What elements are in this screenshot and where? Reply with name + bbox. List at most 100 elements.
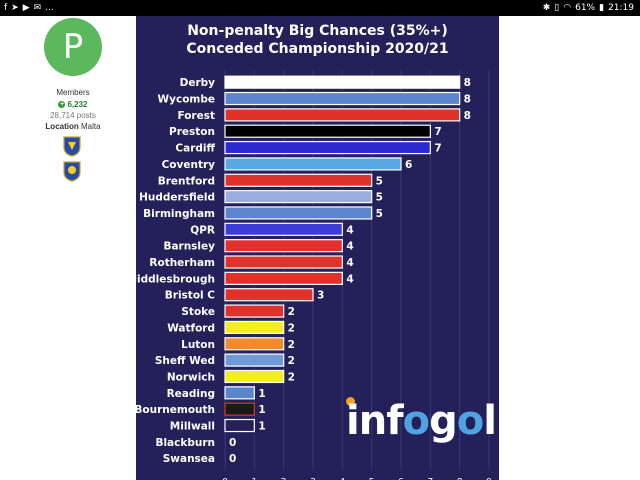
reputation: +6,232 [30, 100, 116, 109]
category-label: QPR [190, 224, 215, 236]
chart-title: Non-penalty Big Chances (35%+) Conceded … [136, 22, 499, 58]
tick-label: 4 [339, 477, 345, 480]
value-label: 5 [376, 192, 383, 204]
telegram-icon: ➤ [11, 3, 19, 13]
value-label: 1 [258, 404, 265, 416]
bar [224, 337, 285, 351]
mail-icon: ✉ [33, 3, 42, 13]
facebook-icon: f [4, 3, 8, 13]
bar [224, 91, 461, 106]
bar [224, 222, 343, 236]
author-profile: P Members +6,232 28,714 posts Location M… [30, 16, 120, 182]
reputation-plus-icon: + [58, 101, 66, 109]
tick-label: 2 [281, 477, 287, 480]
value-label: 2 [288, 339, 295, 351]
bar [224, 157, 402, 171]
category-label: Cardiff [175, 143, 215, 155]
wifi-icon: ◠ [563, 3, 572, 13]
value-label: 4 [346, 224, 353, 236]
club-crest-icon [63, 161, 81, 182]
category-label: Brentford [158, 175, 215, 187]
category-label: Bristol C [165, 290, 216, 302]
value-label: 4 [346, 257, 353, 269]
clock: 21:19 [608, 3, 634, 13]
bar [224, 255, 343, 269]
bar [224, 124, 431, 138]
bar [224, 190, 373, 204]
bar [224, 418, 255, 433]
location-label: Location [45, 122, 79, 131]
value-label: 2 [288, 355, 295, 367]
bar [224, 206, 373, 220]
value-label: 2 [288, 371, 295, 383]
category-label: Blackburn [155, 437, 215, 449]
bar [224, 75, 461, 89]
category-label: Watford [167, 322, 215, 334]
bar-chart: Derby 8 Wycombe 8 Forest 8 Preston 7 Cardiff 7 Cov… [136, 70, 492, 480]
bar [224, 288, 314, 302]
bluetooth-icon: ✱ [542, 3, 551, 13]
category-label: Preston [169, 126, 215, 138]
page-background [499, 16, 640, 480]
post-count[interactable]: 28,714 posts [50, 111, 96, 120]
bar [224, 369, 285, 384]
category-label: Luton [181, 339, 215, 351]
tick-label: 3 [310, 477, 316, 480]
tick-label: 1 [251, 477, 257, 480]
infographic-image: Non-penalty Big Chances (35%+) Conceded … [136, 16, 499, 480]
vibrate-icon: ▯ [554, 3, 560, 13]
value-label: 4 [346, 273, 353, 285]
category-label: Rotherham [149, 257, 215, 269]
bar [224, 304, 285, 318]
value-label: 2 [288, 322, 295, 334]
value-label: 0 [229, 453, 236, 465]
status-bar: f ➤ ▶ ✉ ... ✱ ▯ ◠ 61% ▮ 21:19 [0, 0, 640, 16]
category-label: Stoke [181, 306, 215, 318]
category-label: Reading [167, 388, 215, 400]
bar [224, 353, 285, 367]
tick-label: 0 [222, 477, 228, 480]
location-value: Malta [81, 122, 101, 131]
reputation-value: 6,232 [67, 100, 88, 109]
value-label: 8 [464, 110, 471, 122]
category-label: Coventry [162, 159, 216, 171]
category-label: Millwall [170, 421, 215, 433]
infogol-logo: infogol [346, 398, 497, 444]
youtube-icon: ▶ [22, 3, 30, 13]
value-label: 1 [258, 388, 265, 400]
tick-label: 6 [398, 477, 404, 480]
category-label: Forest [177, 110, 215, 122]
football-icon [346, 397, 355, 406]
member-group: Members [56, 88, 90, 97]
location: Location Malta [30, 122, 116, 131]
category-label: Middlesbrough [136, 273, 215, 285]
bar [224, 402, 255, 416]
battery-icon: ▮ [599, 3, 605, 13]
more-notifications: ... [45, 3, 54, 13]
category-label: Huddersfield [139, 192, 215, 204]
value-label: 6 [405, 159, 412, 171]
category-label: Norwich [167, 371, 215, 383]
category-label: Barnsley [163, 241, 215, 253]
avatar[interactable]: P [44, 18, 102, 76]
bar [224, 140, 431, 155]
bar [224, 271, 343, 285]
category-label: Derby [180, 77, 216, 89]
category-label: Bournemouth [136, 404, 215, 416]
bar [224, 108, 461, 122]
bar [224, 320, 285, 335]
battery-level: 61% [575, 3, 596, 13]
tick-label: 9 [486, 477, 492, 480]
tick-label: 5 [369, 477, 375, 480]
category-label: Wycombe [158, 94, 215, 106]
category-label: Swansea [163, 453, 215, 465]
bar [224, 239, 343, 253]
value-label: 7 [434, 126, 441, 138]
value-label: 8 [464, 77, 471, 89]
club-crest-icon [63, 136, 81, 157]
value-label: 8 [464, 94, 471, 106]
value-label: 4 [346, 241, 353, 253]
value-label: 5 [376, 175, 383, 187]
chart-title-line-2: Conceded Championship 2020/21 [186, 41, 449, 57]
value-label: 3 [317, 290, 324, 302]
